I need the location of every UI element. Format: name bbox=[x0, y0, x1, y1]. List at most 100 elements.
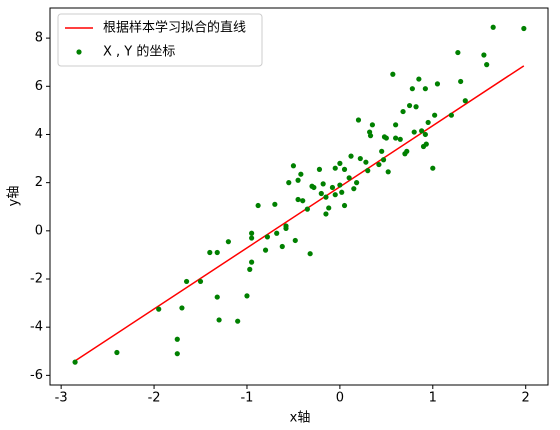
point bbox=[448, 112, 454, 118]
point bbox=[329, 184, 336, 191]
point bbox=[406, 102, 413, 109]
point bbox=[339, 189, 345, 195]
legend-box bbox=[57, 13, 263, 67]
point bbox=[393, 122, 399, 128]
legend: 根据样本学习拟合的直线 X , Y 的坐标 bbox=[57, 13, 263, 67]
legend-marker bbox=[76, 49, 82, 55]
point bbox=[283, 223, 289, 229]
point bbox=[422, 86, 428, 92]
point bbox=[337, 182, 343, 188]
point bbox=[393, 135, 399, 141]
point bbox=[114, 349, 120, 356]
point bbox=[397, 136, 403, 142]
point bbox=[309, 183, 315, 189]
legend-label: X , Y 的坐标 bbox=[103, 44, 175, 60]
point bbox=[430, 165, 436, 171]
point bbox=[279, 243, 285, 250]
point bbox=[423, 141, 429, 147]
point bbox=[462, 98, 468, 104]
point bbox=[249, 235, 255, 241]
point bbox=[255, 202, 261, 209]
point bbox=[390, 71, 396, 77]
point bbox=[521, 25, 527, 32]
point bbox=[207, 249, 213, 256]
x-tick-label: -1 bbox=[240, 391, 253, 406]
point bbox=[225, 239, 231, 245]
point bbox=[290, 163, 297, 169]
point bbox=[434, 81, 441, 87]
point bbox=[262, 247, 269, 253]
point bbox=[174, 336, 180, 342]
point bbox=[458, 78, 464, 85]
point bbox=[179, 305, 185, 311]
point bbox=[432, 112, 438, 118]
y-axis-label: y轴 bbox=[7, 186, 22, 207]
x-tick-label: -3 bbox=[55, 391, 68, 406]
point bbox=[320, 181, 326, 187]
point bbox=[367, 133, 374, 139]
fit-line bbox=[74, 65, 525, 362]
legend-label: 根据样本学习拟合的直线 bbox=[103, 20, 246, 36]
point bbox=[419, 128, 425, 134]
point bbox=[484, 62, 490, 68]
point bbox=[183, 278, 190, 285]
point bbox=[249, 259, 255, 265]
point bbox=[455, 49, 461, 56]
point bbox=[365, 168, 371, 174]
point bbox=[409, 86, 415, 92]
point bbox=[416, 76, 422, 82]
point bbox=[286, 180, 292, 186]
point bbox=[214, 249, 220, 256]
point bbox=[264, 234, 271, 240]
point bbox=[156, 306, 162, 312]
x-tick-label: 1 bbox=[429, 391, 437, 406]
point bbox=[481, 52, 487, 58]
point bbox=[369, 122, 375, 128]
point bbox=[244, 293, 250, 299]
point bbox=[332, 192, 338, 198]
point bbox=[400, 108, 406, 115]
point bbox=[249, 230, 255, 236]
point bbox=[214, 294, 220, 300]
point bbox=[174, 351, 180, 357]
point bbox=[385, 169, 391, 175]
point bbox=[490, 24, 496, 30]
point bbox=[355, 117, 362, 123]
point bbox=[357, 155, 363, 162]
y-tick-label: -4 bbox=[30, 320, 43, 335]
point bbox=[235, 318, 241, 324]
y-tick-label: -2 bbox=[30, 272, 43, 287]
point bbox=[326, 205, 332, 211]
point bbox=[354, 180, 360, 186]
point bbox=[351, 186, 357, 192]
y-tick-label: 6 bbox=[35, 79, 43, 94]
point bbox=[425, 119, 431, 126]
point bbox=[376, 161, 382, 168]
point bbox=[295, 177, 301, 183]
point bbox=[316, 166, 323, 172]
point bbox=[404, 148, 410, 154]
point bbox=[323, 194, 329, 200]
point bbox=[304, 206, 310, 212]
point bbox=[323, 211, 329, 217]
x-tick-label: -2 bbox=[148, 391, 161, 406]
plot-frame bbox=[49, 7, 549, 386]
y-tick-label: 0 bbox=[35, 223, 43, 238]
x-tick-label: 2 bbox=[522, 391, 530, 406]
point bbox=[348, 153, 354, 159]
y-tick-label: -6 bbox=[30, 368, 43, 383]
point bbox=[300, 198, 306, 204]
x-tick-label: 0 bbox=[336, 391, 344, 406]
point bbox=[363, 159, 369, 165]
point bbox=[332, 165, 338, 171]
point bbox=[422, 131, 428, 138]
point bbox=[341, 202, 348, 209]
point bbox=[298, 171, 304, 177]
point bbox=[295, 196, 301, 203]
point bbox=[72, 359, 78, 365]
point bbox=[341, 166, 348, 172]
point bbox=[307, 251, 313, 257]
y-tick-label: 2 bbox=[35, 175, 43, 190]
y-tick-label: 8 bbox=[35, 31, 43, 46]
